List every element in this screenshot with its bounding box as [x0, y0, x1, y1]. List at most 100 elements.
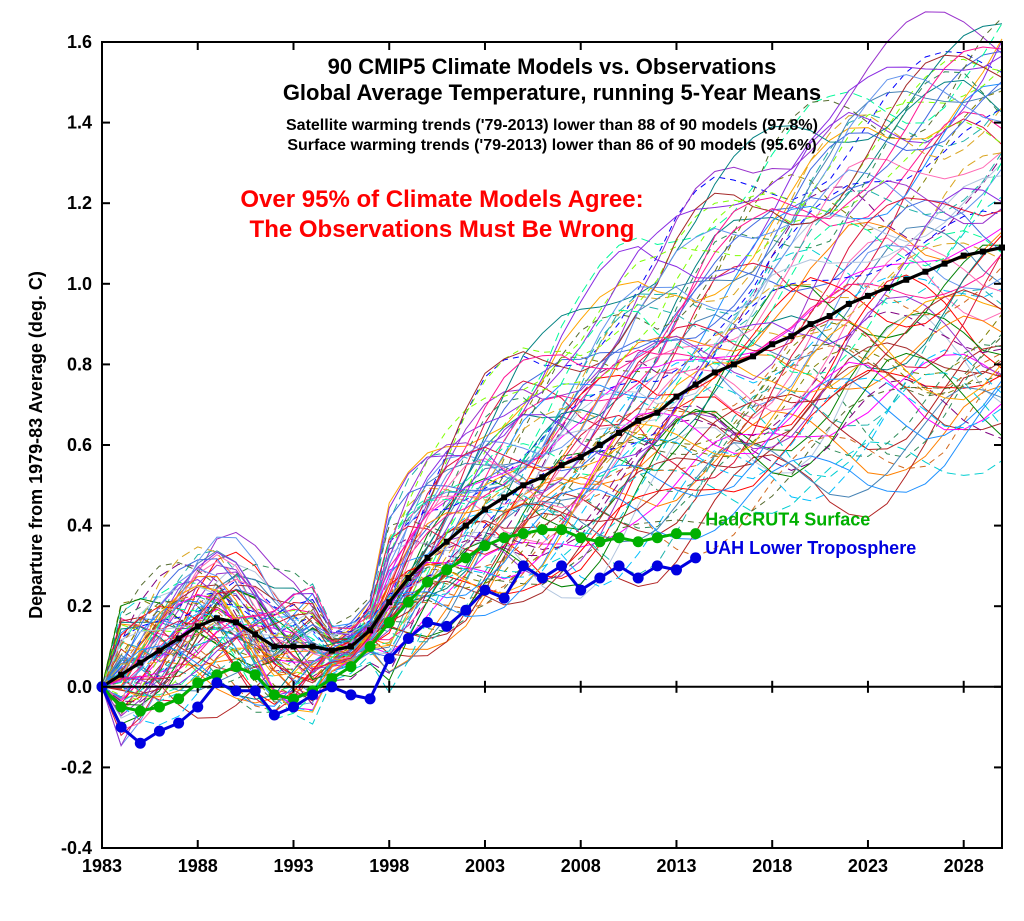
hadcrut-marker	[365, 641, 376, 652]
uah-marker	[269, 710, 280, 721]
x-tick-label: 1988	[178, 856, 218, 876]
uah-marker	[422, 617, 433, 628]
hadcrut-marker	[384, 617, 395, 628]
y-tick-label: 1.0	[67, 274, 92, 294]
model-mean-marker	[118, 672, 124, 678]
model-mean-marker	[176, 635, 182, 641]
uah-marker	[231, 685, 242, 696]
model-mean-marker	[578, 454, 584, 460]
hadcrut-marker	[231, 661, 242, 672]
model-mean-marker	[405, 575, 411, 581]
model-mean-marker	[348, 644, 354, 650]
red-text-1: Over 95% of Climate Models Agree:	[240, 186, 643, 213]
x-tick-label: 2003	[465, 856, 505, 876]
subtitle-1: Satellite warming trends ('79-2013) lowe…	[286, 117, 818, 134]
uah-marker	[556, 560, 567, 571]
x-tick-label: 1993	[273, 856, 313, 876]
y-tick-label: -0.4	[61, 838, 92, 858]
model-mean-marker	[942, 261, 948, 267]
model-mean-marker	[501, 494, 507, 500]
uah-marker	[537, 572, 548, 583]
hadcrut-marker	[269, 689, 280, 700]
y-tick-label: 0.2	[67, 596, 92, 616]
model-mean-marker	[635, 418, 641, 424]
model-mean-marker	[233, 619, 239, 625]
hadcrut-marker	[633, 536, 644, 547]
uah-marker	[499, 593, 510, 604]
uah-marker	[594, 572, 605, 583]
hadcrut-marker	[422, 577, 433, 588]
model-mean-marker	[673, 394, 679, 400]
model-mean-marker	[329, 648, 335, 654]
model-mean-marker	[731, 361, 737, 367]
model-mean-marker	[539, 474, 545, 480]
hadcrut-marker	[518, 528, 529, 539]
hadcrut-marker	[652, 532, 663, 543]
hadcrut-marker	[403, 597, 414, 608]
y-tick-label: 0.6	[67, 435, 92, 455]
uah-marker	[135, 738, 146, 749]
hadcrut-marker	[499, 532, 510, 543]
hadcrut-marker	[250, 669, 261, 680]
subtitle-2: Surface warming trends ('79-2013) lower …	[287, 137, 816, 154]
model-mean-marker	[559, 462, 565, 468]
model-mean-marker	[654, 410, 660, 416]
hadcrut-marker	[479, 540, 490, 551]
model-mean-marker	[712, 369, 718, 375]
y-tick-label: 0.0	[67, 677, 92, 697]
legend-uah: UAH Lower Troposphere	[705, 538, 916, 558]
model-mean-marker	[386, 599, 392, 605]
hadcrut-marker	[460, 552, 471, 563]
model-mean-marker	[310, 644, 316, 650]
model-mean-marker	[750, 353, 756, 359]
chart-title-2: Global Average Temperature, running 5-Ye…	[283, 80, 821, 105]
uah-marker	[690, 552, 701, 563]
uah-marker	[403, 633, 414, 644]
model-mean-marker	[482, 506, 488, 512]
uah-marker	[345, 689, 356, 700]
model-mean-marker	[137, 660, 143, 666]
model-mean-marker	[903, 277, 909, 283]
hadcrut-marker	[192, 677, 203, 688]
uah-marker	[154, 726, 165, 737]
uah-marker	[365, 693, 376, 704]
uah-marker	[288, 701, 299, 712]
uah-marker	[116, 722, 127, 733]
red-text-2: The Observations Must Be Wrong	[250, 216, 635, 243]
model-mean-marker	[827, 313, 833, 319]
hadcrut-marker	[690, 528, 701, 539]
uah-marker	[633, 572, 644, 583]
model-mean-marker	[425, 555, 431, 561]
hadcrut-marker	[154, 701, 165, 712]
hadcrut-marker	[345, 661, 356, 672]
model-mean-marker	[769, 341, 775, 347]
uah-marker	[575, 585, 586, 596]
model-mean-marker	[195, 623, 201, 629]
model-mean-marker	[463, 523, 469, 529]
uah-marker	[173, 718, 184, 729]
model-mean-marker	[788, 333, 794, 339]
model-mean-marker	[444, 539, 450, 545]
hadcrut-marker	[441, 564, 452, 575]
x-tick-label: 1983	[82, 856, 122, 876]
model-mean-marker	[693, 382, 699, 388]
y-tick-label: 0.4	[67, 516, 92, 536]
uah-marker	[441, 621, 452, 632]
uah-marker	[652, 560, 663, 571]
model-mean-marker	[865, 293, 871, 299]
y-tick-label: 0.8	[67, 354, 92, 374]
model-mean-marker	[156, 648, 162, 654]
x-tick-label: 2013	[656, 856, 696, 876]
model-mean-marker	[271, 644, 277, 650]
y-tick-label: 1.4	[67, 113, 92, 133]
hadcrut-marker	[116, 701, 127, 712]
y-tick-label: 1.6	[67, 32, 92, 52]
uah-marker	[307, 689, 318, 700]
x-tick-label: 2023	[848, 856, 888, 876]
model-mean-marker	[616, 430, 622, 436]
model-mean-marker	[367, 627, 373, 633]
model-mean-marker	[846, 301, 852, 307]
model-mean-marker	[290, 644, 296, 650]
x-tick-label: 1998	[369, 856, 409, 876]
hadcrut-marker	[671, 528, 682, 539]
